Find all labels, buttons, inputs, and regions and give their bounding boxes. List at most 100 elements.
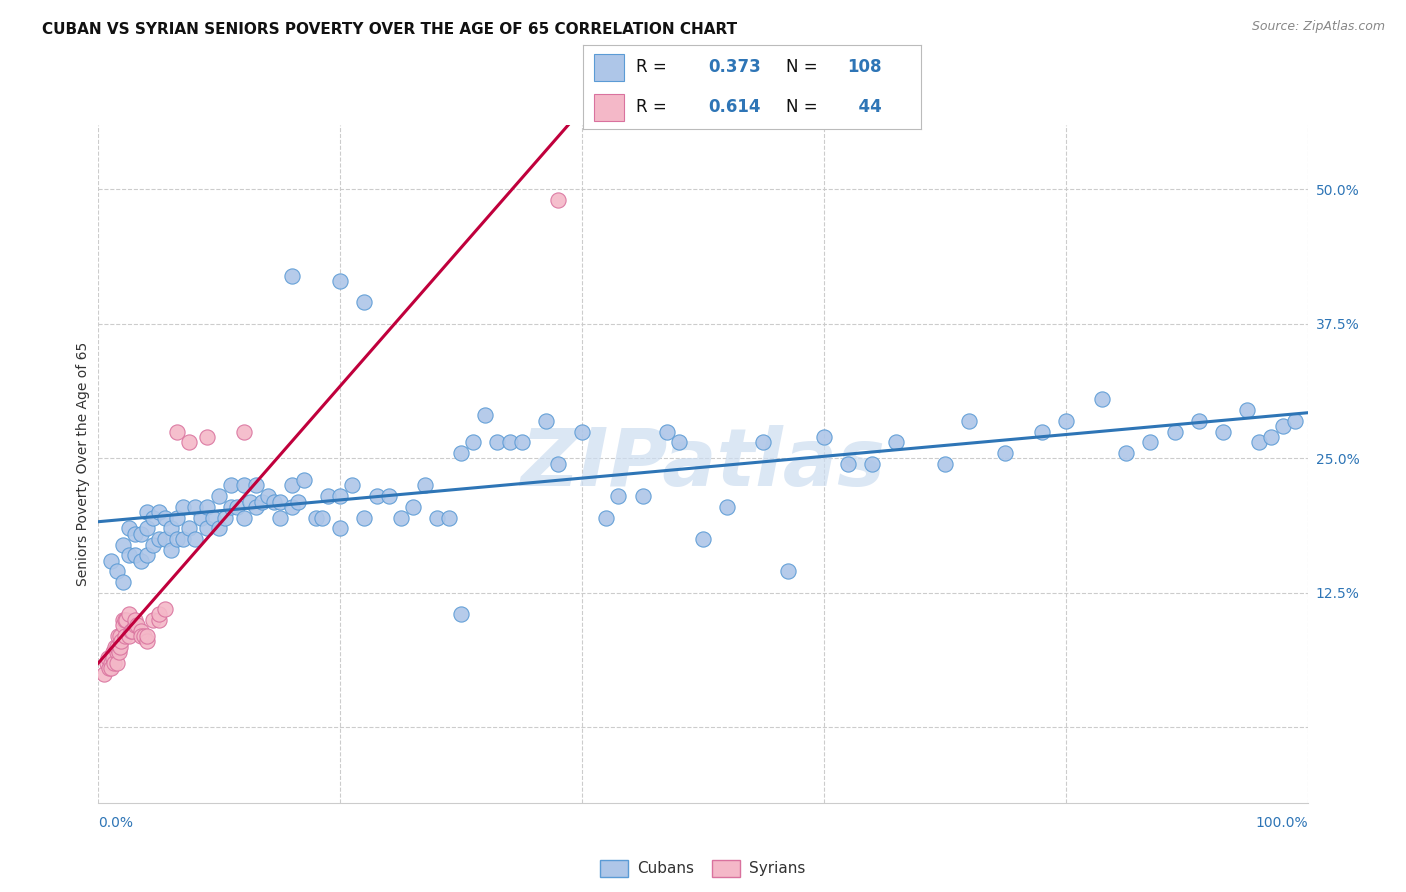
Point: [100, 661, 122, 675]
Point: [1236, 403, 1258, 417]
Point: [118, 629, 141, 643]
Point: [1091, 392, 1114, 407]
Point: [305, 510, 328, 524]
Point: [281, 500, 304, 514]
Point: [135, 505, 157, 519]
Point: [108, 629, 131, 643]
Text: 0.373: 0.373: [709, 59, 761, 77]
Point: [111, 613, 134, 627]
Point: [114, 613, 136, 627]
Point: [1284, 414, 1306, 428]
Point: [166, 425, 188, 439]
Point: [105, 645, 128, 659]
Text: N =: N =: [786, 59, 817, 77]
Point: [607, 489, 630, 503]
Point: [263, 494, 285, 508]
Point: [135, 521, 157, 535]
Point: [135, 629, 157, 643]
Point: [111, 575, 134, 590]
Point: [668, 435, 690, 450]
Point: [97, 650, 120, 665]
Point: [105, 656, 128, 670]
Point: [256, 489, 278, 503]
Point: [148, 613, 170, 627]
Point: [108, 645, 131, 659]
Point: [148, 505, 170, 519]
Point: [292, 473, 315, 487]
Text: 108: 108: [846, 59, 882, 77]
Point: [208, 489, 231, 503]
FancyBboxPatch shape: [593, 54, 624, 81]
Point: [121, 624, 143, 638]
Point: [129, 526, 152, 541]
Point: [342, 478, 364, 492]
Point: [329, 521, 352, 535]
Point: [232, 425, 254, 439]
Point: [177, 435, 201, 450]
Point: [124, 618, 146, 632]
Point: [226, 500, 249, 514]
Point: [316, 489, 339, 503]
Point: [245, 500, 267, 514]
Point: [124, 549, 146, 563]
Point: [595, 510, 617, 524]
Point: [115, 613, 138, 627]
Point: [1115, 446, 1137, 460]
Point: [1212, 425, 1234, 439]
Point: [437, 510, 460, 524]
Point: [172, 532, 194, 546]
Point: [269, 494, 291, 508]
Text: R =: R =: [636, 59, 666, 77]
Point: [184, 500, 207, 514]
Point: [311, 510, 333, 524]
Point: [111, 537, 134, 551]
Point: [450, 607, 472, 622]
Point: [329, 489, 352, 503]
Point: [463, 435, 485, 450]
Point: [450, 446, 472, 460]
Point: [107, 629, 129, 643]
Point: [98, 661, 121, 675]
Point: [486, 435, 509, 450]
Y-axis label: Seniors Poverty Over the Age of 65: Seniors Poverty Over the Age of 65: [76, 342, 90, 586]
Point: [281, 268, 304, 283]
Point: [366, 489, 388, 503]
Point: [96, 656, 118, 670]
Point: [124, 613, 146, 627]
Point: [1272, 419, 1295, 434]
Point: [813, 430, 835, 444]
Point: [287, 494, 309, 508]
Point: [413, 478, 436, 492]
Point: [534, 414, 557, 428]
Point: [239, 494, 262, 508]
Point: [166, 510, 188, 524]
Point: [837, 457, 859, 471]
Point: [172, 500, 194, 514]
Point: [776, 565, 799, 579]
Point: [716, 500, 738, 514]
Text: 44: 44: [846, 98, 882, 116]
Point: [957, 414, 980, 428]
Text: N =: N =: [786, 98, 817, 116]
Point: [245, 478, 267, 492]
Text: CUBAN VS SYRIAN SENIORS POVERTY OVER THE AGE OF 65 CORRELATION CHART: CUBAN VS SYRIAN SENIORS POVERTY OVER THE…: [42, 22, 737, 37]
FancyBboxPatch shape: [593, 94, 624, 120]
Point: [232, 478, 254, 492]
Point: [402, 500, 425, 514]
Legend: Cubans, Syrians: Cubans, Syrians: [595, 854, 811, 883]
Point: [329, 274, 352, 288]
Text: 100.0%: 100.0%: [1256, 815, 1308, 830]
Point: [232, 510, 254, 524]
Text: 0.614: 0.614: [709, 98, 761, 116]
Point: [100, 656, 122, 670]
Point: [860, 457, 883, 471]
Point: [142, 510, 165, 524]
Text: 0.0%: 0.0%: [98, 815, 134, 830]
Point: [93, 666, 115, 681]
Point: [160, 543, 183, 558]
Point: [886, 435, 908, 450]
Point: [142, 613, 165, 627]
Point: [135, 549, 157, 563]
Point: [104, 640, 127, 654]
Point: [571, 425, 593, 439]
